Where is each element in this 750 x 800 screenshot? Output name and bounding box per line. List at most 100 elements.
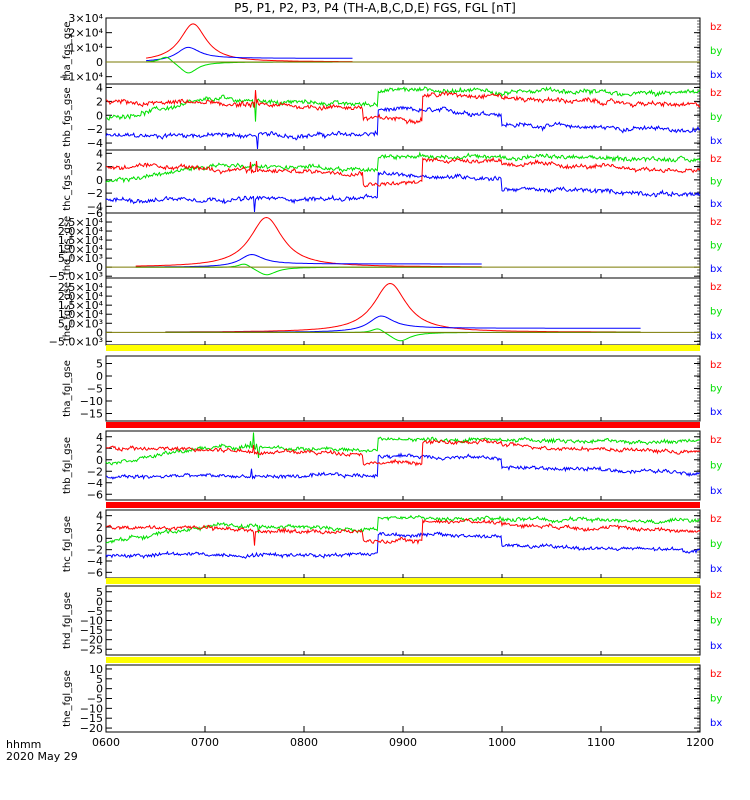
the_fgl_gse-frame xyxy=(105,664,701,733)
the_fgl_gse-flag-bar xyxy=(106,657,700,663)
tha_fgl_gse-ytick-label-1: 0 xyxy=(96,370,103,383)
the_fgs_gse-series-bx xyxy=(165,315,641,333)
thb_fgl_gse-ytick-label-4: −4 xyxy=(87,477,103,490)
tha_fgs_gse-ytick-label-2: 1×10⁴ xyxy=(68,41,103,54)
the_fgl_gse-legend-bx: bx xyxy=(710,718,722,729)
the_fgl_gse-ytick-label-0: 10 xyxy=(89,663,103,676)
thb_fgl_gse-ytick-label-5: −6 xyxy=(87,488,103,501)
thd_fgl_gse-ytick-label-1: 0 xyxy=(96,595,103,608)
thc_fgl_gse-ytick-label-2: 0 xyxy=(96,532,103,545)
xtick-label-5: 1100 xyxy=(587,736,615,749)
tha_fgs_gse-ytick-label-3: 0 xyxy=(96,56,103,69)
thd_fgs_gse-series-by xyxy=(135,263,482,276)
thc_fgl_gse-series-bz xyxy=(105,517,701,546)
thc_fgs_gse-ytick-label-4: −4 xyxy=(87,200,103,213)
the_fgs_gse-ytick-label-5: 0 xyxy=(96,326,103,339)
thb_fgs_gse-legend-by: by xyxy=(710,112,722,123)
thd_fgl_gse-frame xyxy=(105,585,701,656)
thc_fgs_gse-ytick-label-5: −6 xyxy=(87,207,103,220)
thd_fgl_gse-flag-bar xyxy=(106,578,700,584)
thb_fgl_gse-series-by xyxy=(105,432,700,466)
the_fgs_gse-legend-bx: bx xyxy=(710,331,722,342)
thb_fgs_gse-ytick-label-1: 2 xyxy=(96,95,103,108)
the_fgs_gse-ytick-label-2: 1.5×10⁴ xyxy=(58,299,104,312)
thd_fgs_gse-ylabel: thd_fgs_gse xyxy=(62,216,73,275)
thb_fgs_gse-ytick-label-0: 4 xyxy=(96,81,103,94)
thb_fgl_gse-series-bx xyxy=(105,452,701,480)
tha_fgs_gse-ytick-label-4: −1×10⁴ xyxy=(59,71,103,84)
thc_fgl_gse-series-bx xyxy=(105,531,701,560)
thd_fgl_gse-ytick-label-5: −20 xyxy=(80,634,103,647)
thc_fgs_gse-ytick-label-2: 0 xyxy=(96,174,103,187)
thc_fgl_gse-frame xyxy=(105,509,701,579)
thd_fgs_gse-ytick-label-6: −5.0×10³ xyxy=(49,270,103,283)
thc_fgl_gse-legend-bx: bx xyxy=(710,564,722,575)
tha_fgs_gse-ylabel: tha_fgs_gse xyxy=(62,21,73,80)
the_fgs_gse-series-bz xyxy=(165,282,641,333)
thd_fgl_gse-ytick-label-3: −10 xyxy=(80,615,103,628)
thc_fgs_gse-ytick-label-3: −2 xyxy=(87,187,103,200)
thb_fgs_gse-legend-bz: bz xyxy=(710,88,722,99)
the_fgs_gse-legend-by: by xyxy=(710,307,722,318)
thc_fgs_gse-series-bx xyxy=(105,170,701,213)
xtick-label-0: 0600 xyxy=(92,736,120,749)
tha_fgs_gse-series-bx xyxy=(146,46,353,62)
tha_fgl_gse-ytick-label-3: −10 xyxy=(80,395,103,408)
thd_fgl_gse-ylabel: thd_fgl_gse xyxy=(62,592,73,649)
tha_fgs_gse-legend-bz: bz xyxy=(710,22,722,33)
thb_fgl_gse-legend-by: by xyxy=(710,461,722,472)
the_fgs_gse-legend-bz: bz xyxy=(710,282,722,293)
xtick-label-1: 0700 xyxy=(191,736,219,749)
thd_fgs_gse-ytick-label-4: 5.0×10³ xyxy=(58,252,103,265)
thc_fgs_gse-frame xyxy=(105,149,701,214)
thb_fgl_gse-ytick-label-3: −2 xyxy=(87,465,103,478)
thd_fgs_gse-ytick-label-1: 2.0×10⁴ xyxy=(58,225,104,238)
thc_fgl_gse-legend-bz: bz xyxy=(710,514,722,525)
thb_fgl_gse-ylabel: thb_fgl_gse xyxy=(62,437,73,494)
thb_fgs_gse-ytick-label-4: −4 xyxy=(87,137,103,150)
footer-hhmm: hhmm xyxy=(6,738,42,751)
thd_fgs_gse-series-bz xyxy=(135,216,482,268)
thd_fgs_gse-ytick-label-0: 2.5×10⁴ xyxy=(58,216,104,229)
tha_fgl_gse-ylabel: tha_fgl_gse xyxy=(62,360,73,417)
thd_fgs_gse-legend-bx: bx xyxy=(710,264,722,275)
tha_fgl_gse-frame xyxy=(105,355,701,422)
thc_fgs_gse-legend-bx: bx xyxy=(710,199,722,210)
thc_fgs_gse-ytick-label-0: 4 xyxy=(96,147,103,160)
the_fgs_gse-frame xyxy=(105,277,701,346)
chart-title: P5, P1, P2, P3, P4 (TH-A,B,C,D,E) FGS, F… xyxy=(234,1,516,15)
the_fgs_gse-series-by xyxy=(165,328,641,342)
thd_fgs_gse-ytick-label-5: 0 xyxy=(96,261,103,274)
tha_fgl_gse-legend-by: by xyxy=(710,384,722,395)
thc_fgs_gse-ylabel: thc_fgs_gse xyxy=(62,152,73,211)
tha_fgs_gse-ytick-label-1: 2×10⁴ xyxy=(68,27,103,40)
thd_fgs_gse-ytick-label-3: 1.0×10⁴ xyxy=(58,243,104,256)
thc_fgl_gse-ytick-label-5: −6 xyxy=(87,566,103,579)
thb_fgs_gse-ylabel: thb_fgs_gse xyxy=(62,87,73,146)
the_fgs_gse-ytick-label-6: −5.0×10³ xyxy=(49,335,103,348)
xtick-label-4: 1000 xyxy=(488,736,516,749)
the_fgl_gse-ytick-label-1: 5 xyxy=(96,673,103,686)
the_fgl_gse-legend-bz: bz xyxy=(710,669,722,680)
thc_fgs_gse-legend-bz: bz xyxy=(710,154,722,165)
thb_fgl_gse-legend-bx: bx xyxy=(710,486,722,497)
xtick-label-2: 0800 xyxy=(290,736,318,749)
thd_fgl_gse-legend-by: by xyxy=(710,616,722,627)
tha_fgs_gse-ytick-label-0: 3×10⁴ xyxy=(68,12,103,25)
thc_fgl_gse-ytick-label-3: −2 xyxy=(87,544,103,557)
thd_fgs_gse-legend-by: by xyxy=(710,241,722,252)
thb_fgl_gse-ytick-label-2: 0 xyxy=(96,454,103,467)
thb_fgs_gse-legend-bx: bx xyxy=(710,136,722,147)
tha_fgl_gse-ytick-label-2: −5 xyxy=(87,383,103,396)
thd_fgl_gse-legend-bx: bx xyxy=(710,641,722,652)
the_fgl_gse-ytick-label-4: −10 xyxy=(80,702,103,715)
thd_fgs_gse-legend-bz: bz xyxy=(710,217,722,228)
tha_fgl_gse-legend-bx: bx xyxy=(710,407,722,418)
the_fgl_gse-ytick-label-2: 0 xyxy=(96,683,103,696)
tha_fgl_gse-legend-bz: bz xyxy=(710,360,722,371)
thb_fgs_gse-series-bx xyxy=(105,105,701,150)
thd_fgs_gse-ytick-label-2: 1.5×10⁴ xyxy=(58,234,104,247)
thb_fgl_gse-ytick-label-0: 4 xyxy=(96,431,103,444)
thc_fgs_gse-legend-by: by xyxy=(710,177,722,188)
